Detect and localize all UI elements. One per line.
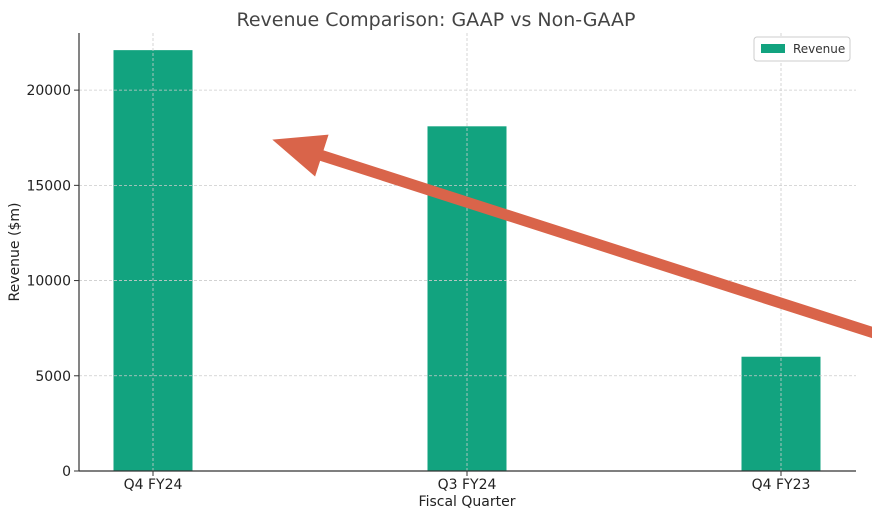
y-tick-label: 5000 [35,369,71,385]
chart-title: Revenue Comparison: GAAP vs Non-GAAP [236,9,635,31]
y-tick-label: 0 [62,464,71,480]
legend-box [753,36,851,62]
legend-label-revenue: Revenue [793,42,845,56]
y-axis-label: Revenue ($m) [7,203,23,302]
x-tick-label: Q4 FY23 [752,477,811,493]
annotation-arrow [272,134,872,339]
arrow-head [272,134,329,177]
x-tick-label: Q3 FY24 [438,477,497,493]
y-tick-label: 20000 [26,83,71,99]
arrow-shaft [310,148,872,339]
x-tick-label: Q4 FY24 [124,477,183,493]
legend: Revenue [753,36,851,62]
ticks: 0 5000 10000 15000 20000 Q4 FY24 Q3 FY24 Q4 FY2… [26,83,810,493]
legend-swatch [761,44,785,53]
y-tick-label: 10000 [26,274,71,290]
y-tick-label: 15000 [26,178,71,194]
x-axis-label: Fiscal Quarter [419,494,516,510]
